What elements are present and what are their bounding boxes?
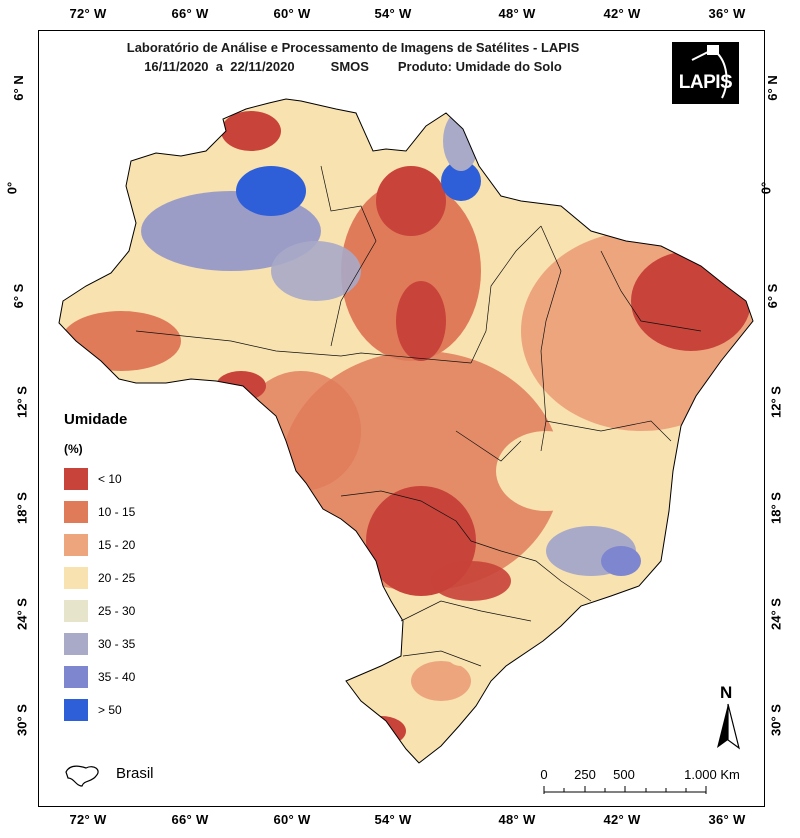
- legend-swatch: [64, 633, 88, 655]
- lat-tick-left: 0°: [4, 181, 20, 195]
- lat-tick-right: 12° S: [768, 386, 784, 418]
- legend-label: > 50: [98, 703, 122, 717]
- legend-swatch: [64, 468, 88, 490]
- north-arrow-icon: [717, 703, 740, 750]
- scale-bar: [543, 786, 707, 794]
- soil-moisture-raster: [59, 99, 753, 763]
- north-label: N: [720, 683, 733, 702]
- legend-label: 35 - 40: [98, 670, 136, 684]
- lon-tick-bottom: 48° W: [498, 812, 536, 827]
- lapis-logo: LAPIS: [672, 42, 739, 104]
- lat-tick-left: 6° S: [10, 283, 26, 309]
- legend-label: 15 - 20: [98, 538, 136, 552]
- country-label: Brasil: [116, 765, 154, 782]
- lon-tick-bottom: 54° W: [374, 812, 412, 827]
- legend-label: < 10: [98, 472, 122, 486]
- legend-swatch: [64, 534, 88, 556]
- lon-tick-bottom: 60° W: [273, 812, 311, 827]
- legend-swatch: [64, 699, 88, 721]
- map-title: Laboratório de Análise e Processamento d…: [126, 40, 580, 55]
- lat-tick-left: 18° S: [14, 492, 30, 524]
- legend-label: 10 - 15: [98, 505, 136, 519]
- lon-tick-bottom: 72° W: [69, 812, 107, 827]
- lat-tick-left: 24° S: [14, 598, 30, 630]
- lat-tick-right: 24° S: [768, 598, 784, 630]
- scale-label: 1.000 Km: [684, 767, 740, 782]
- legend-label: 20 - 25: [98, 571, 136, 585]
- legend-swatch: [64, 600, 88, 622]
- lon-tick-top: 72° W: [69, 6, 107, 21]
- lon-tick-top: 36° W: [708, 6, 746, 21]
- lon-tick-bottom: 36° W: [708, 812, 746, 827]
- brazil-outline-icon: [65, 765, 99, 787]
- lat-tick-left: 6° N: [11, 75, 27, 101]
- scale-label: 250: [574, 767, 596, 782]
- lon-tick-bottom: 66° W: [171, 812, 209, 827]
- lon-tick-top: 42° W: [603, 6, 641, 21]
- legend-swatch: [64, 501, 88, 523]
- legend-swatch: [64, 567, 88, 589]
- lat-tick-right: 6° S: [764, 283, 780, 309]
- satellite-icon: [691, 45, 728, 99]
- lon-tick-top: 60° W: [273, 6, 311, 21]
- legend-unit: (%): [64, 442, 83, 456]
- lat-tick-right: 18° S: [768, 492, 784, 524]
- lat-tick-right: 0°: [758, 181, 774, 195]
- lat-tick-left: 30° S: [14, 704, 30, 736]
- legend-label: 25 - 30: [98, 604, 136, 618]
- logo-text: LAPIS: [678, 72, 733, 93]
- lat-tick-right: 30° S: [768, 704, 784, 736]
- lon-tick-top: 66° W: [171, 6, 209, 21]
- lon-tick-bottom: 42° W: [603, 812, 641, 827]
- map-subtitle: 16/11/2020 a 22/11/2020 SMOS Produto: Um…: [144, 59, 562, 74]
- lat-tick-right: 6° N: [765, 75, 781, 101]
- lon-tick-top: 54° W: [374, 6, 412, 21]
- lat-tick-left: 12° S: [14, 386, 30, 418]
- lon-tick-top: 48° W: [498, 6, 536, 21]
- map-canvas: [58, 98, 754, 764]
- scale-label: 0: [540, 767, 548, 782]
- legend-swatch: [64, 666, 88, 688]
- map-frame: [38, 30, 765, 807]
- legend-title: Umidade: [64, 411, 128, 428]
- legend-label: 30 - 35: [98, 637, 136, 651]
- scale-label: 500: [613, 767, 635, 782]
- state-borders: [135, 165, 702, 667]
